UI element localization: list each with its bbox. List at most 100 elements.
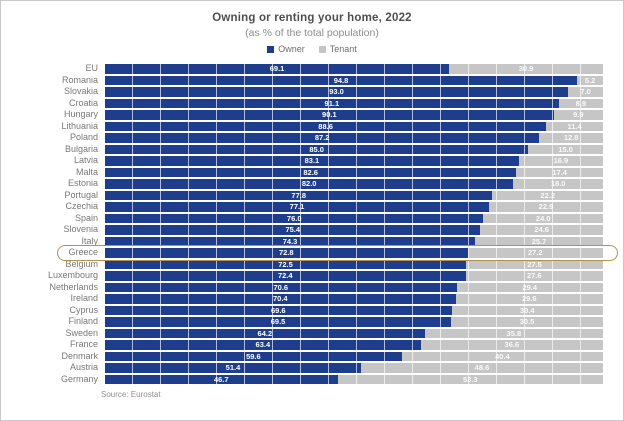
owner-bar-segment: 88.6 bbox=[105, 121, 547, 131]
bar-row: Finland 69.5 30.5 bbox=[1, 316, 623, 328]
tenant-bar-segment: 17.4 bbox=[516, 167, 603, 177]
bar-row: Netherlands 70.6 29.4 bbox=[1, 282, 623, 294]
tenant-bar-segment: 11.4 bbox=[546, 121, 603, 131]
bar-track: 76.0 24.0 bbox=[105, 213, 603, 223]
bar-row: Czechia 77.1 22.9 bbox=[1, 201, 623, 213]
owner-bar-segment: 83.1 bbox=[105, 156, 519, 166]
chart-subtitle: (as % of the total population) bbox=[245, 27, 379, 39]
country-label: EU bbox=[85, 63, 98, 74]
bar-track: 64.2 35.8 bbox=[105, 328, 603, 338]
tenant-bar-segment: 15.0 bbox=[528, 144, 603, 154]
country-label: Portugal bbox=[64, 189, 98, 200]
bar-track: 63.4 36.6 bbox=[105, 340, 603, 350]
bar-row: France 63.4 36.6 bbox=[1, 339, 623, 351]
country-label: Sweden bbox=[65, 327, 98, 338]
bar-row: Malta 82.6 17.4 bbox=[1, 167, 623, 179]
bar-row: Portugal 77.8 22.2 bbox=[1, 190, 623, 202]
country-label: Finland bbox=[68, 316, 98, 327]
bar-row: Ireland 70.4 29.6 bbox=[1, 293, 623, 305]
country-label: France bbox=[69, 339, 98, 350]
bar-row: Austria 51.4 48.6 bbox=[1, 362, 623, 374]
legend-tenant-label: Tenant bbox=[329, 44, 357, 54]
bar-row: Denmark 59.6 40.4 bbox=[1, 351, 623, 363]
country-label: Malta bbox=[75, 166, 98, 177]
bar-row: Luxembourg 72.4 27.6 bbox=[1, 270, 623, 282]
chart-rows: EU 69.1 30.9 Romania 94.8 5.2 Slovakia 93.0 7.0 C… bbox=[1, 63, 623, 385]
owner-swatch-icon bbox=[267, 45, 275, 53]
bar-track: 77.8 22.2 bbox=[105, 190, 603, 200]
owner-bar-segment: 82.6 bbox=[105, 167, 517, 177]
tenant-bar-segment: 53.3 bbox=[337, 374, 603, 384]
tenant-bar-segment: 48.6 bbox=[360, 363, 603, 373]
tenant-bar-segment: 18.0 bbox=[513, 179, 603, 189]
tenant-bar-segment: 5.2 bbox=[577, 75, 603, 85]
country-label: Germany bbox=[60, 373, 98, 384]
country-label: Romania bbox=[61, 74, 98, 85]
owner-bar-segment: 69.5 bbox=[105, 317, 452, 327]
country-label: Greece bbox=[68, 247, 98, 258]
owner-bar-segment: 70.4 bbox=[105, 294, 456, 304]
bar-row: Slovenia 75.4 24.6 bbox=[1, 224, 623, 236]
owner-bar-segment: 85.0 bbox=[105, 144, 529, 154]
bar-row: Estonia 82.0 18.0 bbox=[1, 178, 623, 190]
chart-legend: Owner Tenant bbox=[1, 44, 623, 54]
bar-track: 85.0 15.0 bbox=[105, 144, 603, 154]
tenant-bar-segment: 12.8 bbox=[539, 133, 603, 143]
tenant-bar-segment: 29.4 bbox=[456, 282, 603, 292]
country-label: Belgium bbox=[65, 258, 98, 269]
bar-row: Germany 46.7 53.3 bbox=[1, 374, 623, 386]
owner-bar-segment: 69.1 bbox=[105, 64, 450, 74]
owner-bar-segment: 91.1 bbox=[105, 98, 559, 108]
country-label: Netherlands bbox=[49, 281, 98, 292]
bar-track: 72.5 27.5 bbox=[105, 259, 603, 269]
owner-bar-segment: 64.2 bbox=[105, 328, 425, 338]
bar-track: 82.6 17.4 bbox=[105, 167, 603, 177]
bar-track: 77.1 22.9 bbox=[105, 202, 603, 212]
bar-track: 93.0 7.0 bbox=[105, 87, 603, 97]
owner-bar-segment: 76.0 bbox=[105, 213, 484, 223]
owner-bar-segment: 75.4 bbox=[105, 225, 481, 235]
bar-row: Greece 72.8 27.2 bbox=[1, 247, 623, 259]
tenant-bar-segment: 27.2 bbox=[467, 248, 603, 258]
legend-owner-label: Owner bbox=[278, 44, 305, 54]
owner-bar-segment: 93.0 bbox=[105, 87, 569, 97]
tenant-bar-segment: 25.7 bbox=[475, 236, 603, 246]
tenant-bar-segment: 30.5 bbox=[451, 317, 603, 327]
bar-row: Poland 87.2 12.8 bbox=[1, 132, 623, 144]
bar-row: Bulgaria 85.0 15.0 bbox=[1, 144, 623, 156]
bar-track: 70.4 29.6 bbox=[105, 294, 603, 304]
bar-row: Latvia 83.1 16.9 bbox=[1, 155, 623, 167]
bar-row: Hungary 90.1 9.9 bbox=[1, 109, 623, 121]
owner-bar-segment: 59.6 bbox=[105, 351, 402, 361]
tenant-bar-segment: 7.0 bbox=[568, 87, 603, 97]
tenant-bar-segment: 35.8 bbox=[424, 328, 603, 338]
owner-bar-segment: 72.5 bbox=[105, 259, 467, 269]
bar-track: 91.1 8.9 bbox=[105, 98, 603, 108]
country-label: Slovakia bbox=[63, 86, 98, 97]
owner-bar-segment: 70.6 bbox=[105, 282, 457, 292]
bar-track: 94.8 5.2 bbox=[105, 75, 603, 85]
bar-row: Spain 76.0 24.0 bbox=[1, 213, 623, 225]
owner-bar-segment: 72.4 bbox=[105, 271, 466, 281]
tenant-bar-segment: 27.5 bbox=[466, 259, 603, 269]
owner-bar-segment: 74.3 bbox=[105, 236, 475, 246]
bar-row: Cyprus 69.6 30.4 bbox=[1, 305, 623, 317]
legend-item-owner: Owner bbox=[267, 44, 305, 54]
bar-track: 69.1 30.9 bbox=[105, 64, 603, 74]
owner-bar-segment: 82.0 bbox=[105, 179, 514, 189]
legend-item-tenant: Tenant bbox=[318, 44, 357, 54]
bar-track: 46.7 53.3 bbox=[105, 374, 603, 384]
bar-track: 87.2 12.8 bbox=[105, 133, 603, 143]
owner-bar-segment: 87.2 bbox=[105, 133, 540, 143]
country-label: Luxembourg bbox=[47, 270, 98, 281]
tenant-bar-segment: 16.9 bbox=[518, 156, 603, 166]
bar-track: 70.6 29.4 bbox=[105, 282, 603, 292]
bar-row: Romania 94.8 5.2 bbox=[1, 75, 623, 87]
tenant-bar-segment: 29.6 bbox=[455, 294, 603, 304]
bar-track: 59.6 40.4 bbox=[105, 351, 603, 361]
bar-track: 90.1 9.9 bbox=[105, 110, 603, 120]
bar-row: EU 69.1 30.9 bbox=[1, 63, 623, 75]
owner-bar-segment: 46.7 bbox=[105, 374, 338, 384]
bar-track: 51.4 48.6 bbox=[105, 363, 603, 373]
